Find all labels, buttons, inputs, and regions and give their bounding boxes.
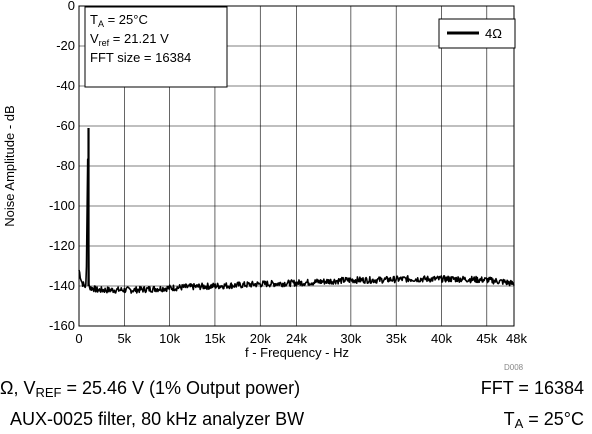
x-tick-label: 48k: [506, 331, 527, 346]
legend: 4Ω: [438, 18, 516, 49]
caption-ta: TA = 25°C: [503, 409, 584, 431]
x-tick-label: 20k: [250, 331, 271, 346]
annotation-vref: Vref = 21.21 V: [90, 31, 169, 48]
y-tick-label: -100: [49, 198, 75, 213]
caption-fft: FFT = 16384: [480, 378, 584, 398]
y-axis-label: Noise Amplitude - dB: [2, 105, 17, 226]
legend-label: 4Ω: [485, 26, 502, 41]
x-tick-label: 40k: [431, 331, 452, 346]
y-tick-label: -20: [56, 38, 75, 53]
x-tick-label: 35k: [386, 331, 407, 346]
caption-load-vref: Ω, VREF = 25.46 V (1% Output power): [0, 378, 301, 400]
x-tick-label: 5k: [117, 331, 131, 346]
x-tick-labels: 0 5k 10k 15k 20k 24k 30k 35k 40k 45k 48k: [75, 331, 527, 346]
series-trace: [78, 128, 515, 294]
annotation-fft-size: FFT size = 16384: [90, 50, 191, 65]
y-tick-label: -120: [49, 238, 75, 253]
y-tick-label: -40: [56, 78, 75, 93]
annotation-box: TA = 25°C Vref = 21.21 V FFT size = 1638…: [84, 6, 228, 88]
x-tick-label: 24k: [286, 331, 307, 346]
x-axis-label: f - Frequency - Hz: [245, 345, 349, 360]
y-tick-label: -80: [56, 158, 75, 173]
y-tick-label: -140: [49, 278, 75, 293]
x-tick-label: 0: [75, 331, 82, 346]
y-tick-labels: 0 -20 -40 -60 -80 -100 -120 -140 -160: [49, 0, 75, 333]
x-tick-label: 15k: [204, 331, 225, 346]
x-tick-label: 10k: [159, 331, 180, 346]
y-tick-label: 0: [68, 0, 75, 13]
y-tick-label: -60: [56, 118, 75, 133]
x-tick-label: 45k: [476, 331, 497, 346]
y-tick-label: -160: [49, 318, 75, 333]
annotation-ta: TA = 25°C: [90, 12, 148, 29]
caption-filter: AUX-0025 filter, 80 kHz analyzer BW: [10, 409, 305, 429]
plot-frame: [78, 5, 515, 327]
fft-noise-chart: 0 -20 -40 -60 -80 -100 -120 -140 -160 0 5k 10k 15k 2…: [2, 0, 527, 360]
series-line-4ohm: [78, 158, 515, 294]
document-ref: D008: [504, 363, 524, 372]
x-tick-label: 30k: [340, 331, 361, 346]
